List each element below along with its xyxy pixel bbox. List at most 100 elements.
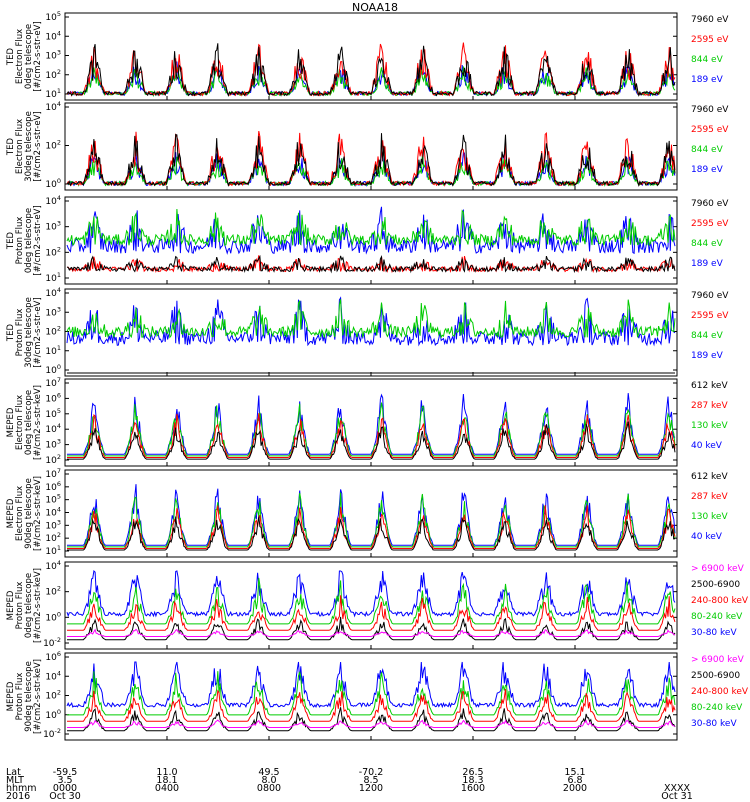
y-tick-label: 102 (45, 531, 61, 544)
y-axis-label-line: [#/cm2-s-str-eV] (33, 111, 43, 181)
series-trace (67, 421, 676, 460)
legend-entry: 130 keV (691, 421, 728, 431)
y-axis-label-line: MEPED (6, 498, 16, 528)
y-axis-label-line: 0deg telescope (24, 24, 34, 89)
series-trace (67, 516, 676, 551)
y-tick-label: 105 (45, 10, 61, 23)
footer-date: Oct 31 (661, 791, 693, 802)
series-trace (67, 671, 676, 716)
y-axis-label-line: MEPED (6, 590, 16, 620)
y-axis-label-line: MEPED (6, 407, 16, 437)
legend-entry: 30-80 keV (691, 719, 737, 729)
y-axis-label-line: 0deg telescope (24, 390, 34, 455)
legend-entry: > 6900 keV (691, 655, 745, 665)
legend-entry: 189 eV (691, 259, 724, 269)
legend-entry: 7960 eV (691, 15, 729, 25)
panel-frame (64, 469, 678, 558)
panel-frame (64, 561, 678, 650)
series-trace (67, 628, 676, 637)
y-axis-label-line: Electron Flux (15, 29, 25, 84)
y-tick-label: 102 (45, 139, 61, 152)
legend-entry: 2595 eV (691, 35, 729, 45)
legend-entry: 844 eV (691, 239, 724, 249)
legend-entry: 2500-6900 (691, 671, 740, 681)
y-tick-label: 106 (45, 650, 61, 663)
legend-entry: 287 keV (691, 492, 728, 502)
y-tick-label: 100 (45, 708, 61, 721)
footer-mlt: 18.3 (462, 775, 484, 786)
series-trace (67, 595, 676, 631)
y-tick-label: 103 (45, 305, 61, 318)
legend-entry: 2500-6900 (691, 580, 740, 590)
footer-lat: 15.1 (564, 767, 586, 778)
y-axis-label-line: Proton Flux (15, 673, 25, 721)
series-trace (67, 616, 676, 641)
legend-entry: 844 eV (691, 331, 724, 341)
y-tick-label: 103 (45, 518, 61, 531)
legend-entry: 2595 eV (691, 219, 729, 229)
y-tick-label: 104 (45, 559, 61, 572)
y-axis-label-line: 30deg telescope (24, 111, 34, 182)
legend-entry: 7960 eV (691, 199, 729, 209)
legend-entry: 30-80 keV (691, 628, 737, 638)
footer-label-year: 2016 (6, 791, 31, 802)
series-trace (66, 254, 676, 274)
y-axis-label-line: Electron Flux (15, 119, 25, 174)
y-tick-label: 106 (45, 480, 61, 493)
y-axis-label-line: Electron Flux (15, 486, 25, 541)
y-tick-label: 101 (45, 87, 61, 100)
footer-mlt: 8.5 (363, 775, 379, 786)
y-tick-label: 102 (45, 68, 61, 81)
footer-hhmm: 1600 (460, 783, 486, 794)
footer-lat: -59.5 (52, 767, 78, 778)
y-tick-label: 102 (45, 585, 61, 598)
y-axis-label-line: [#/cm2-s-str-keV] (33, 568, 43, 643)
y-axis-label-line: TED (6, 323, 16, 342)
y-axis-label-line: Proton Flux (15, 309, 25, 357)
footer-lat: 49.5 (258, 767, 280, 778)
y-tick-label: 10-2 (43, 636, 61, 649)
y-tick-label: 100 (45, 363, 61, 376)
y-tick-label: 104 (45, 506, 61, 519)
series-trace (66, 42, 676, 97)
legend-entry: 40 keV (691, 532, 723, 542)
series-trace (66, 296, 676, 347)
legend-entry: > 6900 keV (691, 564, 745, 574)
panel-ted-e-0: 101 102 103 104 105 TED Electron Flux 0deg tele… (6, 10, 729, 101)
y-axis-label-line: 0deg telescope (24, 208, 34, 273)
series-trace (67, 402, 676, 457)
y-axis-label-line: [#/cm2-s-str-keV] (33, 476, 43, 551)
footer-label-hhmm: hhmm (6, 783, 37, 794)
y-axis-label-line: [#/cm2-s-str-eV] (33, 297, 43, 367)
y-tick-label: 105 (45, 407, 61, 420)
y-axis-label-line: 90deg telescope (24, 478, 34, 549)
footer-hhmm: 2000 (562, 783, 588, 794)
legend-entry: 2595 eV (691, 311, 729, 321)
footer-hhmm: 1200 (358, 783, 384, 794)
legend-entry: 40 keV (691, 441, 723, 451)
series-trace (67, 413, 676, 458)
legend-entry: 189 eV (691, 75, 724, 85)
y-tick-label: 101 (45, 271, 61, 284)
y-tick-label: 103 (45, 220, 61, 233)
legend-entry: 80-240 keV (691, 612, 743, 622)
series-trace (66, 151, 676, 187)
y-axis-label-line: 90deg telescope (24, 661, 34, 732)
y-tick-label: 102 (45, 245, 61, 258)
panel-ted-p-0: 101 102 103 104 TED Proton Flux 0deg telescope… (6, 194, 729, 285)
legend-entry: 80-240 keV (691, 703, 743, 713)
y-tick-label: 103 (45, 49, 61, 62)
footer-date: Oct 30 (49, 791, 81, 802)
legend-entry: 189 eV (691, 165, 724, 175)
series-trace (66, 570, 676, 618)
y-tick-label: 101 (45, 344, 61, 357)
legend-entry: 7960 eV (691, 105, 729, 115)
series-trace (67, 719, 676, 728)
y-tick-label: 104 (45, 422, 61, 435)
panel-ted-p-30: 100 101 102 103 104 TED Proton Flux 30deg teles… (6, 286, 729, 377)
footer-label-mlt: MLT (6, 775, 24, 786)
series-trace (67, 577, 676, 625)
series-trace (66, 43, 676, 97)
